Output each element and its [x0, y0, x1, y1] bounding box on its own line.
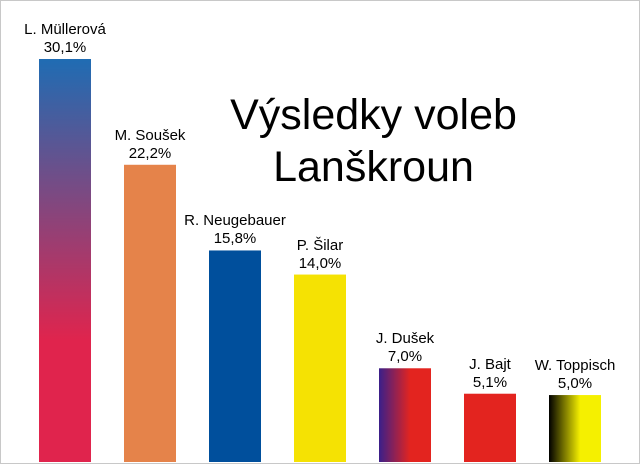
bar-value-label: 7,0%: [387, 348, 423, 366]
bar-category-label: L. Müllerová: [24, 21, 106, 38]
bar-category-label: J. Bajt: [469, 355, 511, 373]
chart-title-line-1: Výsledky voleb: [230, 91, 517, 139]
bar-label-7: W. Toppisch 5,0%: [515, 357, 635, 393]
chart-title-line-2: Lanškroun: [273, 143, 474, 191]
bar-value-label: 22,2%: [128, 144, 172, 162]
bar-label-4: P. Šilar 14,0%: [260, 237, 380, 273]
bar-category-label: J. Dušek: [375, 330, 435, 348]
bar-5: [379, 368, 431, 462]
bar-value-label: 5,0%: [557, 375, 593, 393]
bar-value-label: 14,0%: [298, 254, 342, 272]
bar-category-label: M. Soušek: [114, 126, 186, 144]
bar-value-label: 15,8%: [213, 230, 257, 248]
bar-value-label: 30,1%: [43, 39, 87, 56]
bar-7: [549, 395, 601, 462]
bar-1: [39, 59, 91, 462]
bar-category-label: P. Šilar: [296, 236, 344, 254]
bar-4: [294, 274, 346, 462]
bar-label-2: M. Soušek 22,2%: [90, 127, 210, 163]
bar-label-3: R. Neugebauer 15,8%: [175, 212, 295, 248]
bar-2: [124, 164, 176, 463]
bar-value-label: 5,1%: [472, 373, 508, 391]
bar-label-1: L. Müllerová 30,1%: [5, 21, 125, 57]
bar-3: [209, 250, 261, 462]
bar-category-label: R. Neugebauer: [184, 212, 286, 230]
bar-label-6: J. Bajt 5,1%: [430, 356, 550, 392]
bar-6: [464, 393, 516, 462]
bar-label-5: J. Dušek 7,0%: [345, 330, 465, 366]
chart-title: Výsledky voleb Lanškroun: [201, 89, 546, 193]
bar-category-label: W. Toppisch: [534, 357, 616, 375]
